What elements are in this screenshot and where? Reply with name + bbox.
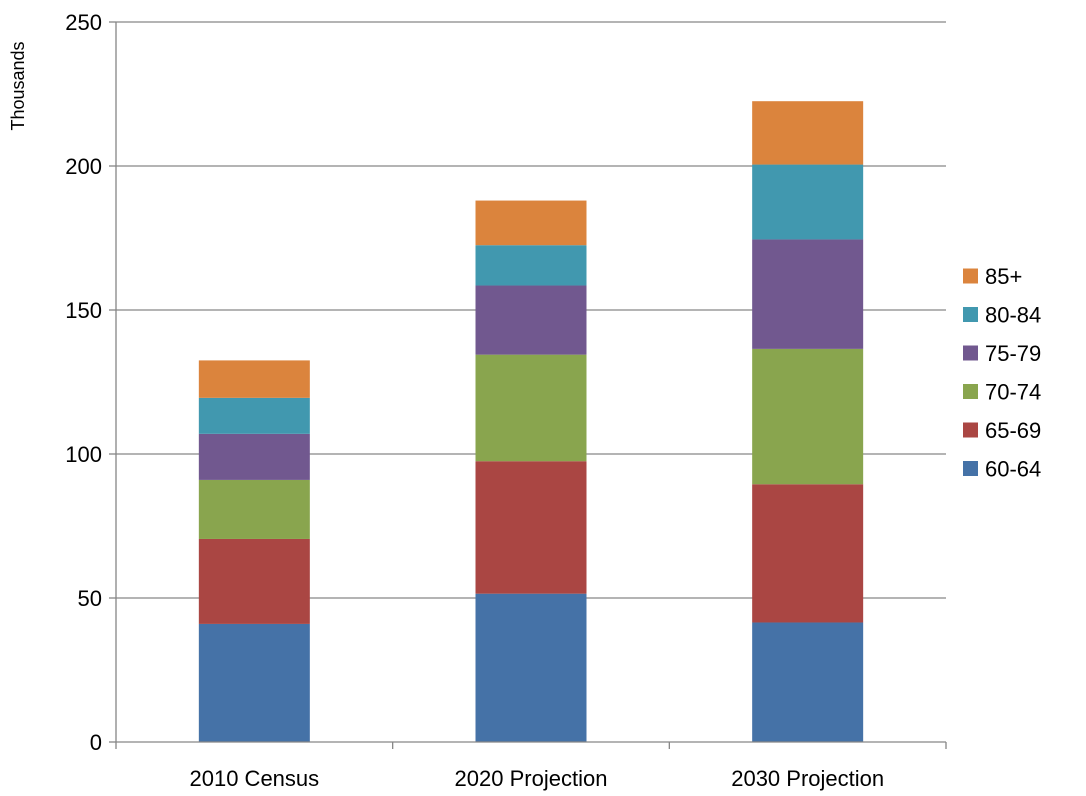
legend-label: 85+ xyxy=(985,264,1022,289)
axes: 0 50 100 150 200 250 2010 Census 2020 Projectio… xyxy=(65,10,947,791)
bar-segment-70-74-2 xyxy=(752,348,864,485)
y-tick-label: 100 xyxy=(65,442,102,467)
bar-segment-85plus-1 xyxy=(475,200,587,246)
bar-segment-85plus-2 xyxy=(752,101,864,165)
legend-swatch xyxy=(963,384,978,399)
bar-segment-80-84-2 xyxy=(752,164,864,240)
bar-segment-80-84-0 xyxy=(198,397,310,434)
bar-segment-85plus-0 xyxy=(198,360,310,398)
bar-segment-60-64-2 xyxy=(752,622,864,742)
x-tick-label: 2010 Census xyxy=(190,766,320,791)
bars xyxy=(198,101,864,742)
bar-segment-80-84-1 xyxy=(475,245,587,286)
bar-segment-75-79-2 xyxy=(752,239,864,349)
legend-label: 75-79 xyxy=(985,341,1041,366)
bar-segment-65-69-2 xyxy=(752,484,864,623)
legend-swatch xyxy=(963,461,978,476)
y-tick-label: 50 xyxy=(78,586,102,611)
bar-segment-60-64-1 xyxy=(475,593,587,742)
legend-label: 65-69 xyxy=(985,418,1041,443)
bar-segment-70-74-0 xyxy=(198,479,310,539)
x-tick-label: 2030 Projection xyxy=(731,766,884,791)
y-axis-title: Thousands xyxy=(8,41,28,130)
bar-segment-65-69-0 xyxy=(198,538,310,624)
legend-swatch xyxy=(963,345,978,361)
bar-segment-75-79-1 xyxy=(475,285,587,355)
legend-label: 80-84 xyxy=(985,303,1041,328)
legend-label: 60-64 xyxy=(985,457,1041,482)
y-tick-label: 200 xyxy=(65,154,102,179)
y-tick-label: 250 xyxy=(65,10,102,35)
y-tick-label: 0 xyxy=(90,730,102,755)
legend-label: 70-74 xyxy=(985,380,1041,405)
bar-segment-70-74-1 xyxy=(475,354,587,462)
legend: 85+ 80-84 75-79 70-74 65-69 60-64 xyxy=(963,264,1041,482)
legend-swatch xyxy=(963,268,978,284)
legend-swatch xyxy=(963,307,978,322)
x-tick-label: 2020 Projection xyxy=(455,766,608,791)
bar-segment-75-79-0 xyxy=(198,433,310,480)
y-tick-label: 150 xyxy=(65,298,102,323)
legend-swatch xyxy=(963,422,978,438)
bar-segment-65-69-1 xyxy=(475,461,587,594)
bar-segment-60-64-0 xyxy=(198,623,310,742)
